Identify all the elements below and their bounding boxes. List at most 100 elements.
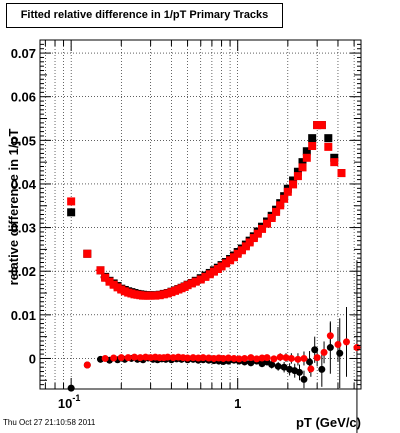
data-point-circle [295,368,303,376]
x-axis-label: pT (GeV/c) [296,415,361,430]
data-point-square [83,249,92,258]
data-point-square [308,134,317,143]
data-point-circle [101,354,109,362]
data-point-circle [280,363,288,371]
data-point-square [263,219,272,228]
y-tick-label: 0.03 [11,221,36,236]
y-tick-label: 0 [29,351,36,366]
data-point-square [324,134,333,143]
data-point-circle [247,354,255,362]
tick-labels: 0 0.01 0.02 0.03 0.04 0.05 0.06 0.07 10-1 1 [11,46,242,411]
data-point-square [283,187,292,196]
data-point-circle [253,355,261,363]
data-point-circle [164,353,172,361]
y-tick-label: 0.07 [11,46,36,61]
data-point-circle [287,354,295,362]
data-point-circle [342,338,350,346]
data-point-square [105,277,114,286]
data-point-square [298,163,307,172]
data-point-circle [300,354,308,362]
timestamp-footer: Thu Oct 27 21:10:58 2011 [3,418,96,427]
data-point-square [221,259,230,268]
data-point-square [151,291,160,300]
data-point-circle [184,354,192,362]
data-point-circle [336,349,344,357]
chart-title: Fitted relative difference in 1/pT Prima… [6,3,283,28]
data-point-square [267,213,276,222]
data-point-square [308,142,317,151]
data-point-square [245,238,254,247]
data-point-square [249,234,258,243]
data-point-circle [311,346,319,354]
data-point-square [293,172,302,181]
data-point-square [96,266,105,275]
x-tick-label: 1 [234,396,241,411]
data-point-square [293,167,302,176]
y-tick-label: 0.06 [11,90,36,105]
data-point-square [101,273,110,282]
data-point-square [289,180,298,189]
data-point-square [258,224,267,233]
data-point-circle [307,365,315,373]
data-point-circle [334,341,342,349]
data-point-circle [230,354,238,362]
data-point-square [313,121,322,130]
data-point-circle [326,344,334,352]
data-point-circle [263,354,271,362]
data-point-circle [199,354,207,362]
data-point-circle [169,354,177,362]
data-point-circle [276,353,284,361]
data-point-square [298,158,307,167]
data-point-square [337,169,346,178]
data-point-circle [130,353,138,361]
data-point-square [146,291,155,300]
y-tick-label: 0.04 [11,177,37,192]
y-axis-label: relative difference in 1/pT [6,129,21,286]
data-point-circle [241,354,249,362]
data-point-circle [313,354,321,362]
data-point-circle [235,355,243,363]
data-point-circle [136,354,144,362]
data-point-square [196,275,205,284]
data-point-square [217,262,226,271]
data-point-circle [124,354,132,362]
data-point-square [253,229,262,238]
data-point-square [302,147,311,156]
data-point-circle [83,361,91,369]
data-point-circle [306,358,314,366]
y-tick-label: 0.05 [11,133,36,148]
data-point-square [201,272,210,281]
data-point-square [272,207,281,216]
data-point-square [183,281,192,290]
data-point-square [280,194,289,203]
data-point-circle [318,365,326,373]
data-markers [67,121,361,392]
data-point-square [67,197,76,206]
data-point-square [330,158,339,167]
data-point-square [191,277,200,286]
data-point-circle [110,354,118,362]
data-point-square [324,142,333,151]
y-tick-label: 0.02 [11,264,36,279]
data-point-square [302,153,311,162]
data-point-square [233,249,242,258]
data-point-circle [224,354,232,362]
data-point-circle [274,362,282,370]
data-point-square [330,153,339,162]
data-point-circle [282,354,290,362]
data-point-square [317,121,326,130]
y-tick-label: 0.01 [11,308,36,323]
data-point-square [67,208,76,217]
data-point-circle [300,375,308,383]
data-point-circle [205,354,213,362]
data-point-square [276,201,285,210]
data-point-circle [268,361,276,369]
data-point-circle [219,354,227,362]
data-point-circle [320,348,328,356]
data-point-circle [270,355,278,363]
axis-ticks [40,39,361,390]
grid-lines [40,40,361,389]
data-point-circle [326,332,334,340]
data-point-circle [294,355,302,363]
